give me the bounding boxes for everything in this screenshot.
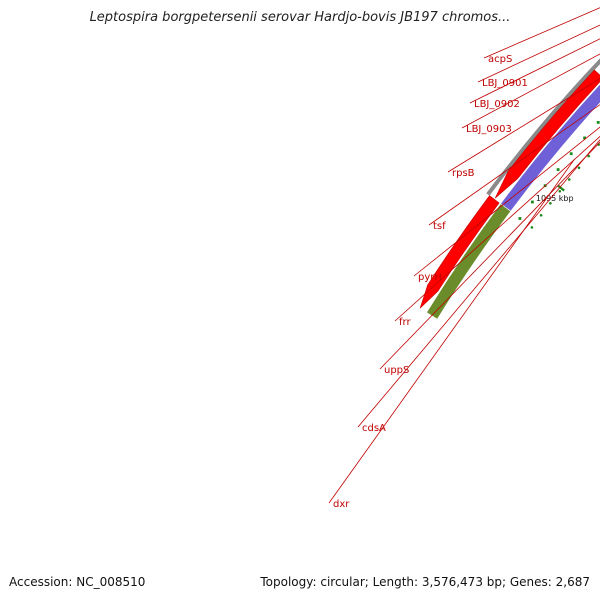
scale-dot — [558, 190, 562, 193]
map-title: Leptospira borgpetersenii serovar Hardjo… — [89, 10, 511, 25]
kbp-tick-layer: 1088 kbp1089 kbp1090 kbp1091 kbp1092 kbp… — [530, 143, 600, 229]
gene-label: uppS — [384, 365, 409, 376]
gene-leader-line — [413, 126, 600, 277]
track-dot — [583, 136, 586, 140]
gene-leader-line — [394, 135, 600, 322]
topology-text: Topology: circular; Length: 3,576,473 bp… — [260, 575, 590, 589]
category-bar — [501, 84, 600, 211]
feature-track-layer — [419, 58, 600, 319]
scale-dot — [530, 226, 534, 229]
gene-label: cdsA — [362, 423, 386, 434]
category-bar — [427, 204, 511, 319]
track-dot — [596, 121, 600, 124]
gene-leader-line — [357, 139, 600, 428]
gene-leader-line — [379, 141, 600, 370]
kbp-tick-mark — [557, 184, 565, 192]
track-dot — [569, 152, 573, 156]
gene-label: LBJ_0902 — [474, 99, 520, 110]
track-dot — [518, 217, 522, 220]
gene-label: dxr — [333, 499, 350, 510]
gene-leader-line — [483, 7, 600, 59]
track-dot — [531, 200, 534, 204]
gene-label: rpsB — [452, 168, 475, 179]
scale-dot — [587, 154, 590, 158]
gene-leader-line — [461, 53, 600, 129]
gene-leader-line — [447, 78, 600, 173]
scale-dot — [568, 178, 571, 181]
gene-label: LBJ_0901 — [482, 78, 528, 89]
cds-arrow — [494, 69, 600, 199]
accession-text: Accession: NC_008510 — [9, 575, 146, 589]
scale-dot — [549, 202, 552, 205]
track-dot — [556, 168, 560, 171]
gene-label: pyrH — [418, 272, 442, 283]
gene-label: acpS — [488, 54, 512, 65]
gene-label: LBJ_0903 — [466, 124, 512, 135]
scale-dot — [539, 214, 543, 217]
scale-dot — [577, 166, 581, 170]
cds-arrow — [419, 195, 500, 309]
gene-leader-line — [428, 104, 600, 226]
kbp-tick-label: 1095 kbp — [536, 194, 574, 203]
gene-leader-line — [328, 158, 575, 504]
gene-label-layer: acpS LBJ_0901 LBJ_0902 LBJ_0903 rpsB tsf pyrH f… — [328, 7, 600, 510]
backbone-arc — [486, 58, 600, 196]
gene-label: frr — [399, 317, 411, 328]
gene-label: tsf — [433, 221, 446, 232]
